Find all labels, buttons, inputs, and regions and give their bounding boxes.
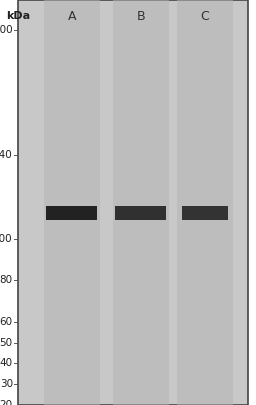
Text: 200: 200 <box>0 26 13 35</box>
Text: C: C <box>200 10 209 23</box>
Text: kDa: kDa <box>6 11 30 21</box>
Text: B: B <box>136 10 145 23</box>
Bar <box>44 0 100 405</box>
Bar <box>46 206 97 220</box>
Text: 30: 30 <box>0 379 13 389</box>
Bar <box>18 0 248 405</box>
Text: A: A <box>67 10 76 23</box>
Bar <box>177 0 233 405</box>
Text: 100: 100 <box>0 234 13 243</box>
Text: 140: 140 <box>0 150 13 160</box>
Bar <box>113 0 169 405</box>
Text: 60: 60 <box>0 317 13 327</box>
Text: 20: 20 <box>0 400 13 405</box>
Bar <box>115 206 166 220</box>
Text: 50: 50 <box>0 337 13 347</box>
Text: 80: 80 <box>0 275 13 285</box>
Text: 40: 40 <box>0 358 13 369</box>
Bar <box>182 206 228 220</box>
